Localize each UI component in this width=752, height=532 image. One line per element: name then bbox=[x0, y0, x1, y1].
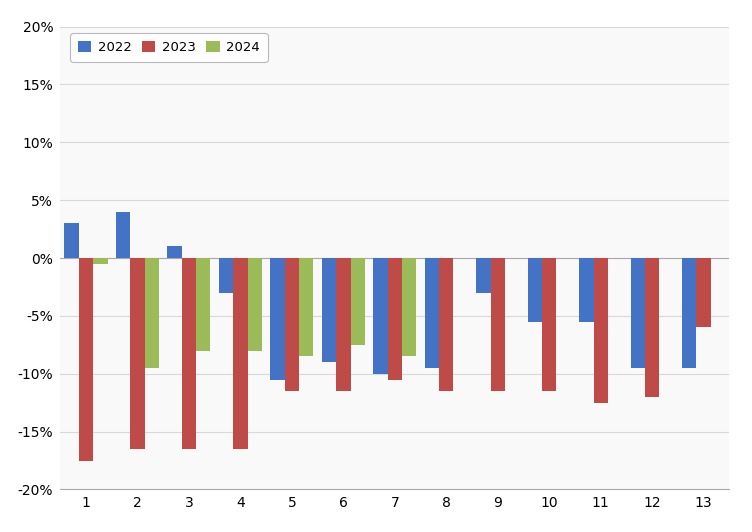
Bar bbox=[299, 258, 314, 356]
Bar bbox=[593, 258, 608, 403]
Bar bbox=[284, 258, 299, 391]
Bar bbox=[64, 223, 79, 258]
Bar bbox=[350, 258, 365, 345]
Bar bbox=[322, 258, 336, 362]
Bar bbox=[270, 258, 284, 379]
Bar bbox=[631, 258, 645, 368]
Bar bbox=[233, 258, 247, 449]
Bar bbox=[182, 258, 196, 449]
Bar bbox=[144, 258, 159, 368]
Bar bbox=[696, 258, 711, 328]
Bar bbox=[336, 258, 350, 391]
Bar bbox=[490, 258, 505, 391]
Bar bbox=[645, 258, 660, 397]
Bar bbox=[579, 258, 593, 322]
Bar bbox=[542, 258, 556, 391]
Bar bbox=[79, 258, 93, 461]
Bar bbox=[476, 258, 490, 293]
Bar bbox=[196, 258, 211, 351]
Bar bbox=[682, 258, 696, 368]
Bar bbox=[528, 258, 542, 322]
Bar bbox=[402, 258, 417, 356]
Bar bbox=[373, 258, 387, 374]
Bar bbox=[93, 258, 108, 264]
Bar bbox=[425, 258, 439, 368]
Bar bbox=[116, 212, 130, 258]
Bar bbox=[167, 246, 182, 258]
Bar bbox=[219, 258, 233, 293]
Bar bbox=[439, 258, 453, 391]
Bar bbox=[130, 258, 144, 449]
Bar bbox=[387, 258, 402, 379]
Bar bbox=[247, 258, 262, 351]
Legend: 2022, 2023, 2024: 2022, 2023, 2024 bbox=[70, 33, 268, 62]
